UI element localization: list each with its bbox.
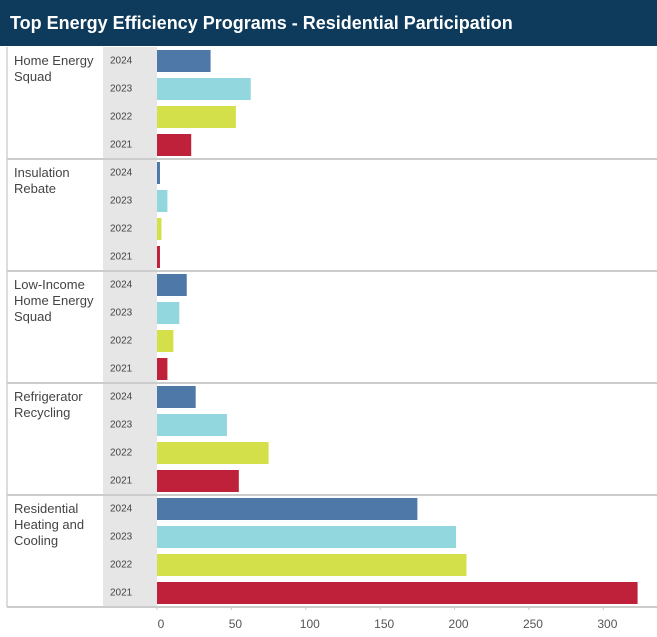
bar — [157, 358, 168, 380]
series-label: 2023 — [110, 84, 133, 95]
bar — [157, 498, 418, 520]
series-label: 2022 — [110, 448, 133, 459]
series-label: 2022 — [110, 224, 133, 235]
bar — [157, 554, 467, 576]
category-label: Low-Income Home Energy Squad — [14, 277, 94, 324]
series-label: 2024 — [110, 392, 133, 403]
bar — [157, 106, 236, 128]
series-label: 2024 — [110, 168, 133, 179]
bar — [157, 582, 638, 604]
series-label: 2024 — [110, 504, 133, 515]
category-label: Insulation Rebate — [14, 165, 70, 196]
bar — [157, 442, 269, 464]
bar — [157, 218, 162, 240]
series-label: 2023 — [110, 420, 133, 431]
bar — [157, 302, 180, 324]
series-label: 2021 — [110, 140, 133, 151]
category-label: Home Energy Squad — [14, 53, 94, 84]
x-tick-label: 50 — [229, 617, 243, 631]
bar — [157, 414, 227, 436]
bar — [157, 190, 168, 212]
chart-title: Top Energy Efficiency Programs - Residen… — [0, 0, 657, 46]
series-label: 2023 — [110, 532, 133, 543]
bar — [157, 274, 187, 296]
series-label: 2022 — [110, 336, 133, 347]
series-label: 2022 — [110, 112, 133, 123]
series-label: 2021 — [110, 252, 133, 263]
x-tick-label: 200 — [449, 617, 469, 631]
x-tick-label: 100 — [300, 617, 320, 631]
category-label: Refrigerator Recycling — [14, 389, 83, 420]
bar — [157, 50, 211, 72]
series-label: 2023 — [110, 308, 133, 319]
bar — [157, 330, 174, 352]
bar — [157, 470, 239, 492]
series-label: 2021 — [110, 364, 133, 375]
bar — [157, 78, 251, 100]
bar — [157, 386, 196, 408]
category-label: Residential Heating and Cooling — [14, 501, 85, 548]
series-label: 2024 — [110, 56, 133, 67]
series-label: 2024 — [110, 280, 133, 291]
year-column — [103, 47, 157, 607]
bar — [157, 526, 457, 548]
series-label: 2021 — [110, 476, 133, 487]
bar — [157, 246, 160, 268]
bar — [157, 134, 192, 156]
bar — [157, 162, 160, 184]
x-tick-label: 150 — [374, 617, 394, 631]
series-label: 2021 — [110, 588, 133, 599]
series-label: 2023 — [110, 196, 133, 207]
x-tick-label: 250 — [523, 617, 543, 631]
x-tick-label: 300 — [597, 617, 617, 631]
series-label: 2022 — [110, 560, 133, 571]
x-tick-label: 0 — [158, 617, 165, 631]
